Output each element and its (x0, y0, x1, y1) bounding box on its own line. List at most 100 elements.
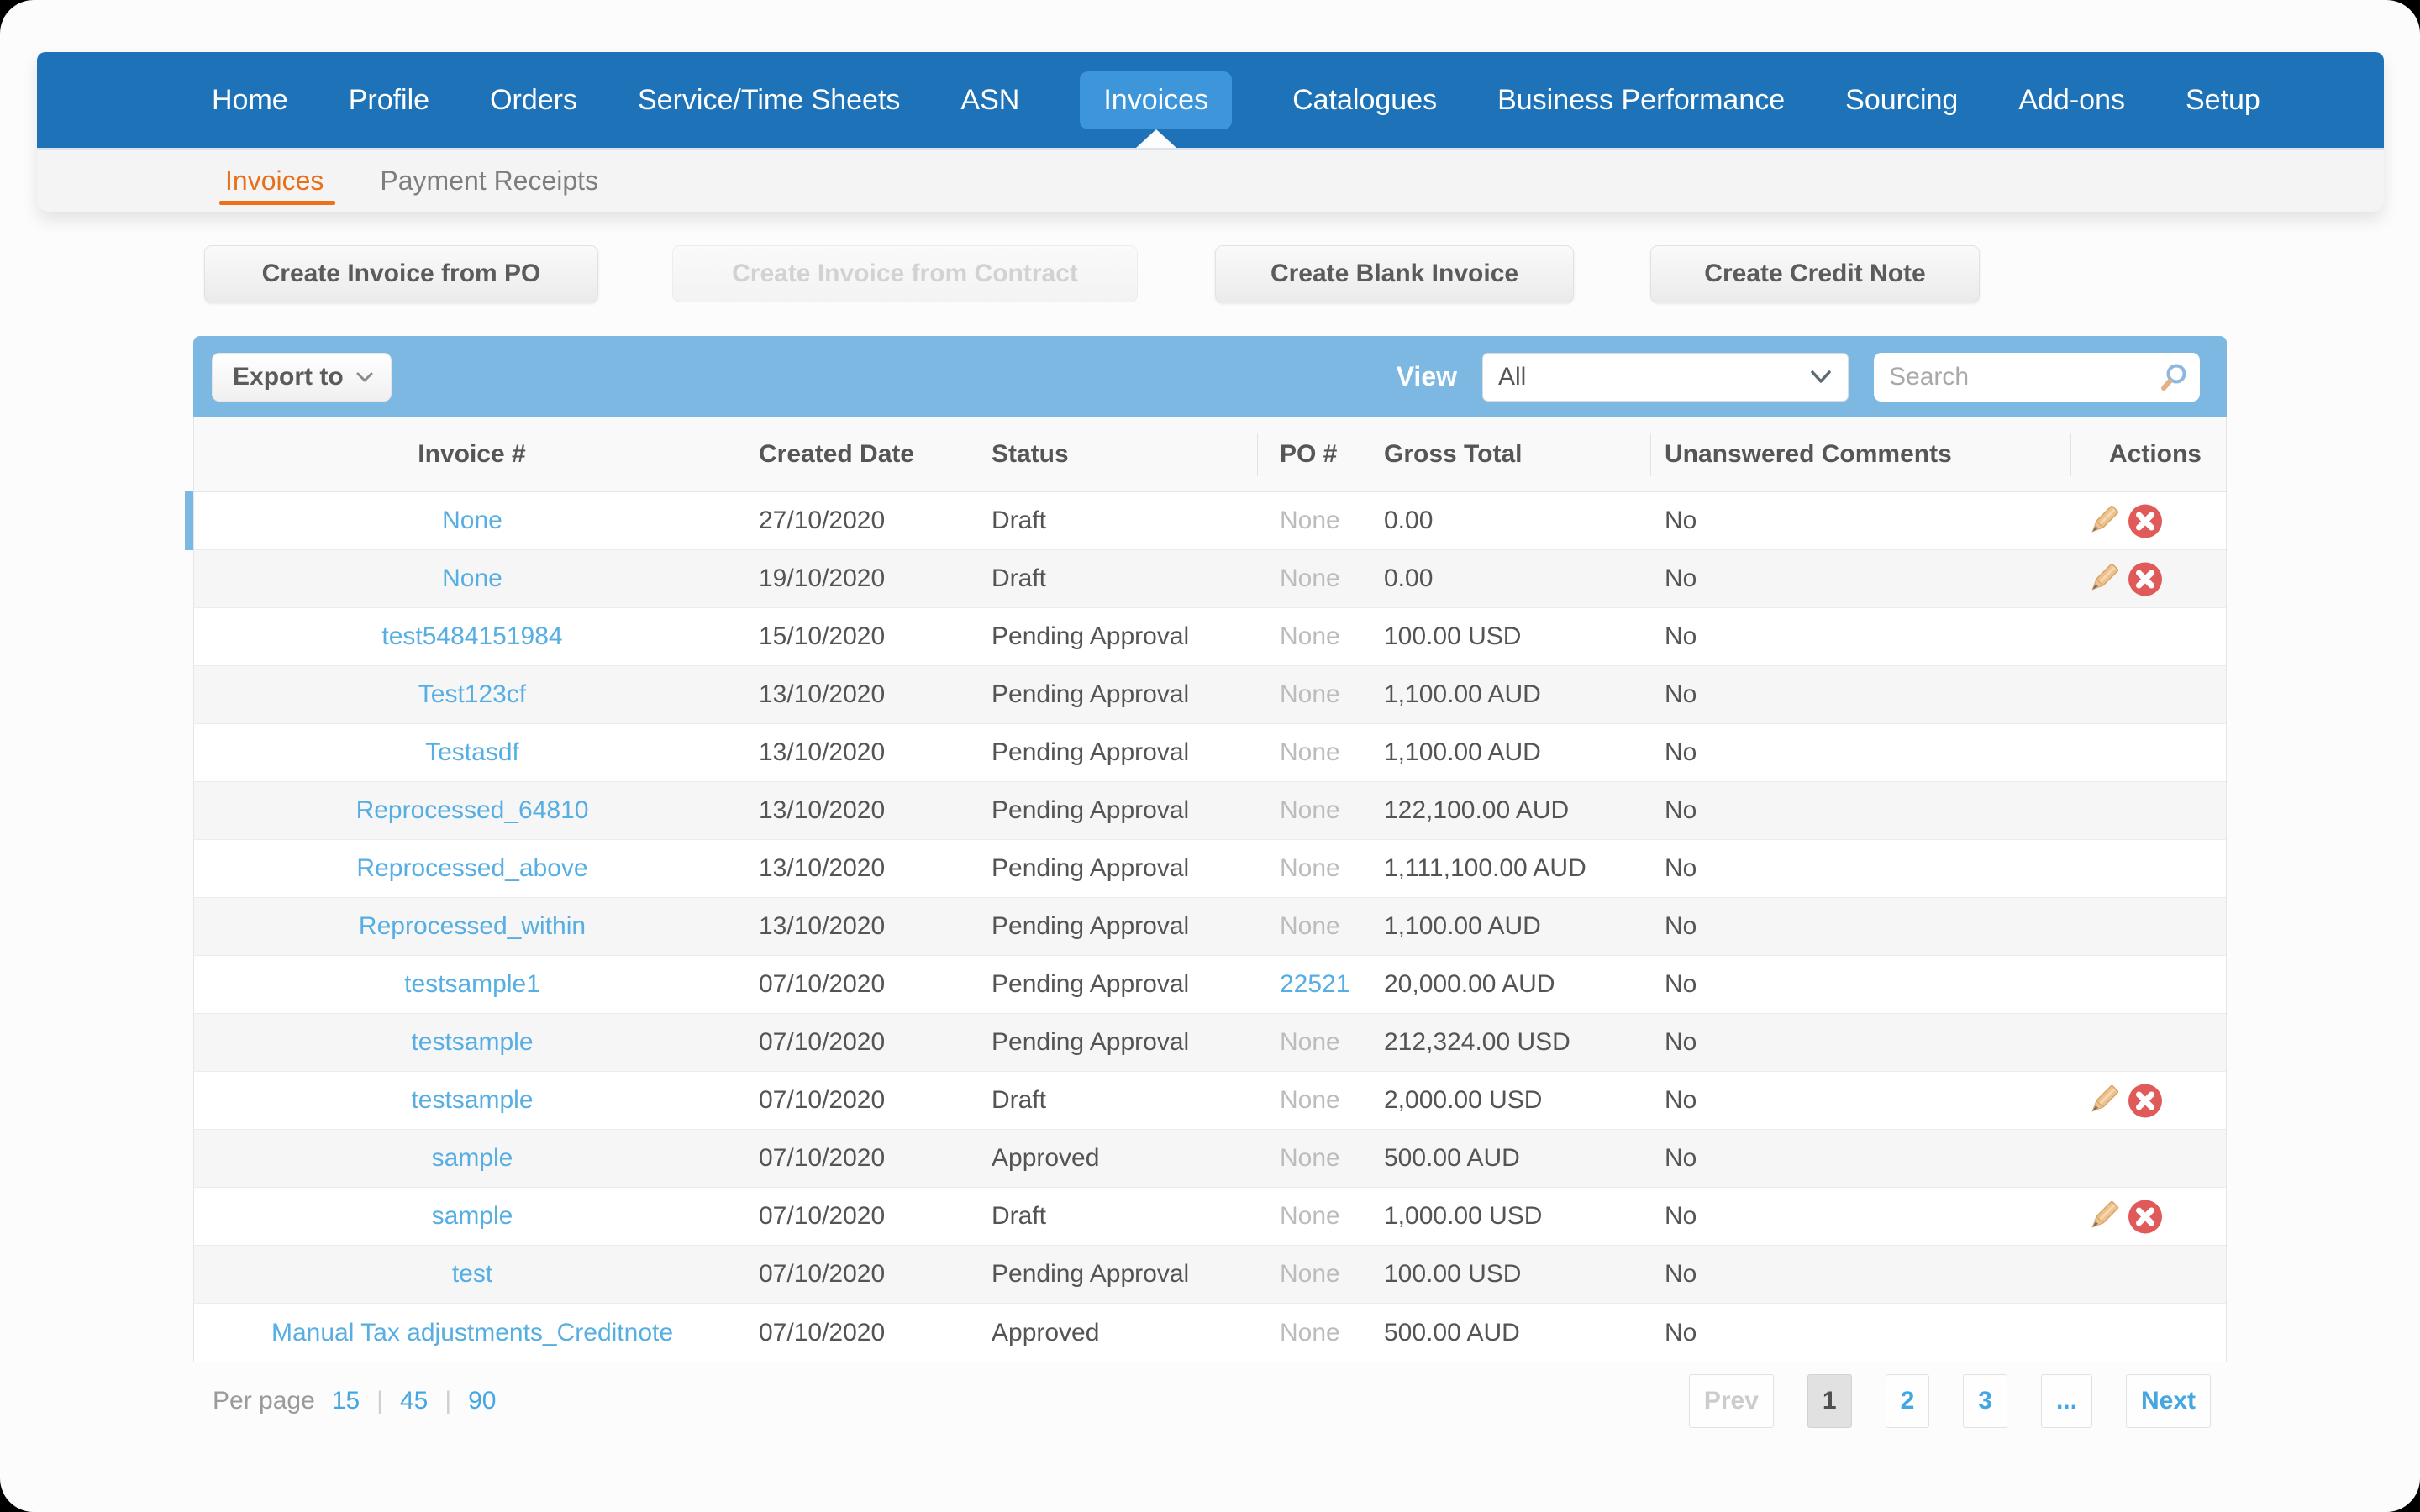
created-date-cell: 13/10/2020 (759, 680, 886, 708)
more-pages-page-button[interactable]: ... (2040, 1374, 2092, 1428)
invoice-number-cell: Test123cf (194, 680, 750, 709)
po-number-cell: None (1258, 738, 1370, 767)
nav-item-sourcing[interactable]: Sourcing (1845, 83, 1959, 116)
create-credit-note-button[interactable]: Create Credit Note (1650, 245, 1980, 302)
invoice-link[interactable]: testsample (411, 1028, 534, 1056)
invoice-link[interactable]: sample (431, 1144, 513, 1172)
invoice-link[interactable]: Test123cf (418, 680, 527, 708)
invoice-link[interactable]: Reprocessed_within (358, 912, 587, 940)
pencil-icon[interactable] (2085, 1082, 2122, 1119)
invoice-link[interactable]: testsample (411, 1086, 534, 1114)
gross-total-cell: 1,100.00 AUD (1384, 680, 1541, 708)
create-blank-invoice-button[interactable]: Create Blank Invoice (1215, 245, 1574, 302)
po-number-cell: 22521 (1258, 970, 1370, 999)
status-cell: Pending Approval (992, 1028, 1190, 1056)
chevron-down-icon (356, 372, 373, 381)
table-row: None 27/10/2020 Draft None 0.00 No (185, 491, 2226, 550)
po-none-value: None (1280, 564, 1340, 592)
column-header-actions[interactable]: Actions (2108, 440, 2202, 468)
invoice-link[interactable]: sample (431, 1202, 513, 1230)
po-number-cell: None (1258, 796, 1370, 825)
nav-item-invoices[interactable]: Invoices (1080, 71, 1233, 129)
column-header-po[interactable]: PO # (1258, 433, 1370, 476)
view-select[interactable]: All (1482, 352, 1849, 402)
unanswered-comments-cell: No (1665, 507, 1697, 534)
nav-item-business-performance[interactable]: Business Performance (1497, 83, 1786, 116)
per-page-option-90[interactable]: 90 (468, 1387, 497, 1415)
per-page-option-15[interactable]: 15 (331, 1387, 360, 1415)
export-button[interactable]: Export to (212, 352, 392, 402)
status-cell: Draft (992, 1202, 1047, 1230)
status-cell: Pending Approval (992, 738, 1190, 766)
nav-item-home[interactable]: Home (212, 83, 288, 116)
nav-item-orders[interactable]: Orders (490, 83, 577, 116)
invoice-number-cell: Reprocessed_above (194, 854, 750, 883)
nav-item-add-ons[interactable]: Add-ons (2018, 83, 2125, 116)
column-header-created-date[interactable]: Created Date (750, 433, 981, 476)
next-page-button[interactable]: Next (2125, 1374, 2211, 1428)
invoice-link[interactable]: test (451, 1260, 493, 1288)
pencil-icon[interactable] (2085, 502, 2122, 539)
pencil-icon[interactable] (2085, 1198, 2122, 1235)
search-input[interactable] (1874, 352, 2200, 402)
pencil-icon[interactable] (2085, 560, 2122, 597)
po-none-value: None (1280, 680, 1340, 708)
po-number-cell: None (1258, 1319, 1370, 1347)
create-invoice-from-po-button[interactable]: Create Invoice from PO (204, 245, 598, 302)
po-none-value: None (1280, 1086, 1340, 1114)
column-header-invoice[interactable]: Invoice # (194, 433, 750, 476)
subnav-tab-payment-receipts[interactable]: Payment Receipts (380, 165, 599, 196)
table-header: Invoice # Created Date Status PO # Gross Tot… (193, 417, 2227, 492)
3-page-button[interactable]: 3 (1963, 1374, 2007, 1428)
po-none-value: None (1280, 1202, 1340, 1230)
column-header-status[interactable]: Status (981, 433, 1258, 476)
invoice-link[interactable]: test5484151984 (381, 622, 563, 650)
nav-item-asn[interactable]: ASN (960, 83, 1020, 116)
po-number-cell: None (1258, 1202, 1370, 1231)
delete-x-icon[interactable] (2127, 502, 2164, 539)
table-row: Testasdf 13/10/2020 Pending Approval None 1,… (194, 724, 2226, 782)
invoice-number-cell: None (194, 507, 750, 535)
toolbar-right: View All (1396, 352, 2200, 402)
per-page-option-45[interactable]: 45 (399, 1387, 429, 1415)
nav-item-service-time-sheets[interactable]: Service/Time Sheets (638, 83, 901, 116)
invoice-link[interactable]: None (442, 507, 502, 534)
invoice-link[interactable]: Manual Tax adjustments_Creditnote (271, 1318, 674, 1347)
pagination: Per page 15 | 45 | 90 Prev 1 2 3... Next (193, 1371, 2227, 1431)
gross-total-cell: 0.00 (1384, 564, 1434, 592)
invoice-link[interactable]: None (442, 564, 502, 592)
header: Home Profile Orders Service/Time Sheets ASN I… (37, 52, 2384, 212)
magnifier-icon[interactable] (2156, 361, 2190, 395)
invoice-link[interactable]: Testasdf (425, 738, 519, 766)
po-none-value: None (1280, 622, 1340, 650)
column-header-gross-total[interactable]: Gross Total (1370, 433, 1651, 476)
column-header-unanswered-comments[interactable]: Unanswered Comments (1651, 433, 2071, 476)
gross-total-cell: 500.00 AUD (1384, 1144, 1520, 1172)
view-label: View (1396, 361, 1457, 391)
table-body: None 27/10/2020 Draft None 0.00 No None 19/10/2… (185, 491, 2227, 1362)
po-link[interactable]: 22521 (1280, 970, 1350, 998)
delete-x-icon[interactable] (2127, 1082, 2164, 1119)
nav-item-setup[interactable]: Setup (2185, 83, 2260, 116)
table-row: Reprocessed_above 13/10/2020 Pending Appro… (194, 840, 2226, 898)
nav-item-profile[interactable]: Profile (348, 83, 430, 116)
subnav-tab-invoices[interactable]: Invoices (218, 150, 336, 212)
2-page-button[interactable]: 2 (1885, 1374, 1930, 1428)
delete-x-icon[interactable] (2127, 1198, 2164, 1235)
table-row: testsample 07/10/2020 Pending Approval None… (194, 1014, 2226, 1072)
po-number-cell: None (1258, 622, 1370, 651)
invoice-link[interactable]: Reprocessed_64810 (355, 796, 589, 824)
invoice-link[interactable]: testsample1 (404, 970, 540, 998)
export-button-label: Export to (233, 362, 344, 391)
status-cell: Pending Approval (992, 912, 1190, 940)
invoice-link[interactable]: Reprocessed_above (356, 854, 588, 882)
status-cell: Draft (992, 507, 1047, 534)
per-page-separator: | (376, 1387, 383, 1415)
unanswered-comments-cell: No (1665, 1318, 1697, 1347)
status-cell: Pending Approval (992, 796, 1190, 824)
status-cell: Pending Approval (992, 622, 1190, 650)
delete-x-icon[interactable] (2127, 560, 2164, 597)
nav-item-catalogues[interactable]: Catalogues (1292, 83, 1438, 116)
main-nav: Home Profile Orders Service/Time Sheets ASN I… (37, 52, 2384, 148)
table-row: Manual Tax adjustments_Creditnote 07/10/2… (194, 1304, 2226, 1362)
